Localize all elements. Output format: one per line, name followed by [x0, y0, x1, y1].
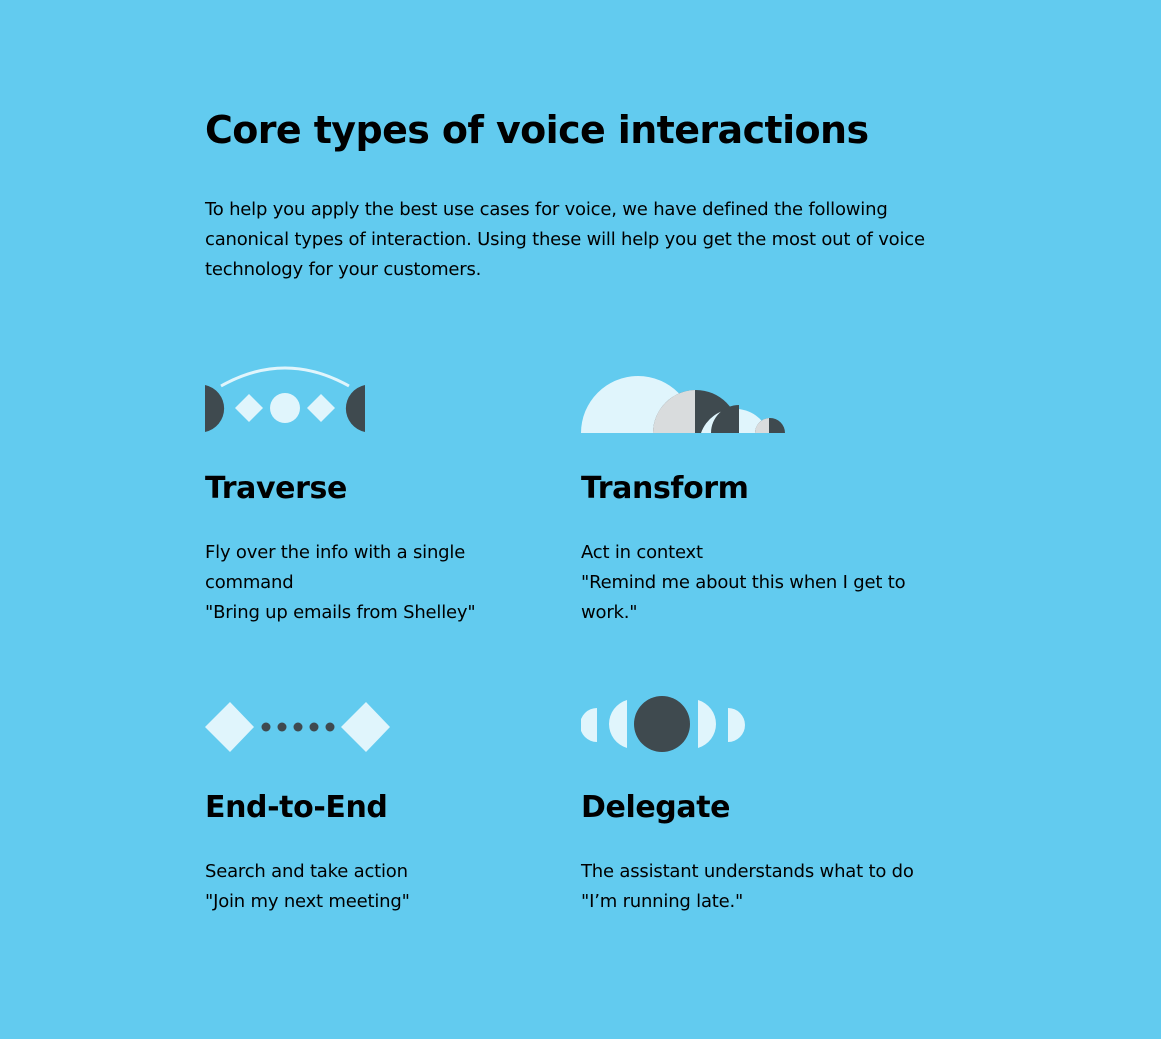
card-example-quote: "Bring up emails from Shelley" — [205, 602, 476, 623]
card-description-line: Search and take action — [205, 861, 408, 882]
card-description: Act in context "Remind me about this whe… — [581, 538, 921, 628]
card-example-quote: "I’m running late." — [581, 891, 744, 912]
card-title: Transform — [581, 471, 749, 506]
card-description: Search and take action "Join my next mee… — [205, 857, 545, 917]
card-title: Traverse — [205, 471, 347, 506]
delegate-icon — [581, 696, 745, 752]
card-example-quote: "Remind me about this when I get to work… — [581, 572, 906, 623]
traverse-icon — [205, 366, 365, 432]
card-description-line: Act in context — [581, 542, 703, 563]
transform-icon — [581, 376, 785, 433]
card-description: Fly over the info with a single command … — [205, 538, 545, 628]
card-description: The assistant understands what to do "I’… — [581, 857, 921, 917]
page-title: Core types of voice interactions — [205, 108, 869, 152]
intro-paragraph: To help you apply the best use cases for… — [205, 199, 925, 280]
card-title: Delegate — [581, 790, 731, 825]
card-title: End-to-End — [205, 790, 388, 825]
card-description-line: The assistant understands what to do — [581, 861, 914, 882]
card-example-quote: "Join my next meeting" — [205, 891, 410, 912]
end-to-end-icon — [205, 702, 390, 752]
card-description-line: Fly over the info with a single command — [205, 542, 466, 593]
